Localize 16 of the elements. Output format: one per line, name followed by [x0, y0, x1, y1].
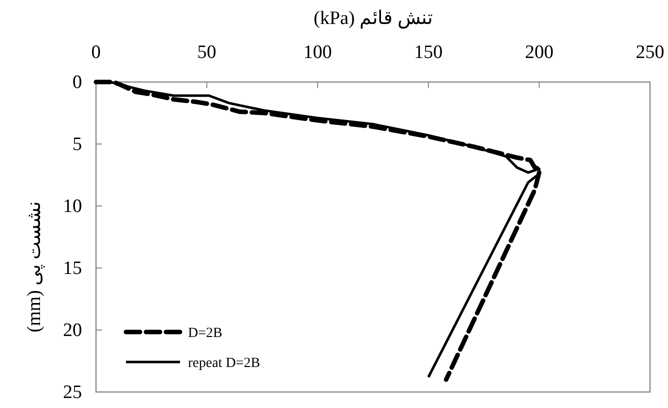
y-tick-label: 15: [63, 258, 82, 279]
y-tick-label: 5: [72, 134, 82, 155]
x-tick-label: 0: [91, 42, 101, 63]
x-tick-label: 150: [414, 42, 443, 63]
y-tick-label: 25: [63, 382, 82, 403]
x-axis-title: تنش قائم (kPa): [314, 8, 432, 29]
y-tick-label: 10: [63, 196, 82, 217]
legend-label: repeat D=2B: [188, 356, 260, 371]
legend-label: D=2B: [188, 326, 222, 341]
x-tick-label: 50: [197, 42, 216, 63]
y-tick-label: 20: [63, 320, 82, 341]
x-tick-label: 200: [524, 42, 554, 63]
y-tick-label: 0: [72, 72, 82, 93]
y-axis-title: نشست پی (mm): [24, 202, 45, 332]
x-tick-label: 250: [636, 42, 664, 63]
x-tick-label: 100: [303, 42, 332, 63]
